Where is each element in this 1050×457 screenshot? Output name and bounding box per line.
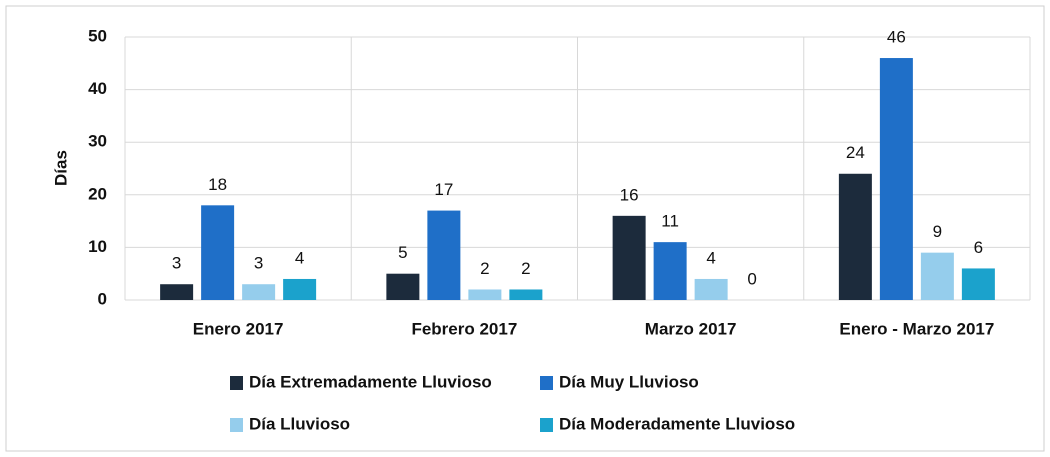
data-label: 3 xyxy=(172,254,181,273)
data-label: 2 xyxy=(521,259,530,278)
y-tick-label: 10 xyxy=(88,237,107,256)
legend-label: Día Extremadamente Lluvioso xyxy=(249,372,492,391)
legend-swatch xyxy=(540,418,553,432)
legend-label: Día Muy Lluvioso xyxy=(559,372,699,391)
y-tick-label: 40 xyxy=(88,79,107,98)
bar xyxy=(201,205,235,300)
bar xyxy=(612,215,646,300)
data-label: 4 xyxy=(295,248,304,267)
legend-swatch xyxy=(230,376,243,390)
data-label: 46 xyxy=(887,28,906,47)
legend-swatch xyxy=(230,418,243,432)
data-label: 17 xyxy=(434,180,453,199)
data-label: 2 xyxy=(480,259,489,278)
y-tick-label: 30 xyxy=(88,132,107,151)
bar xyxy=(694,278,728,300)
legend-swatch xyxy=(540,376,553,390)
bar xyxy=(838,173,872,300)
data-label: 9 xyxy=(933,222,942,241)
bar xyxy=(920,252,954,300)
data-label: 11 xyxy=(661,212,679,231)
y-axis-label: Días xyxy=(51,150,70,186)
bar xyxy=(879,58,913,300)
data-label: 18 xyxy=(208,175,227,194)
y-tick-label: 0 xyxy=(98,289,107,308)
x-tick-label: Enero 2017 xyxy=(193,319,284,338)
data-label: 3 xyxy=(254,254,263,273)
bar xyxy=(427,210,461,300)
bar xyxy=(468,289,502,300)
bar xyxy=(509,289,543,300)
x-tick-label: Enero - Marzo 2017 xyxy=(839,319,994,338)
bar xyxy=(386,273,420,300)
y-tick-label: 20 xyxy=(88,184,107,203)
data-label: 5 xyxy=(398,243,407,262)
x-tick-label: Febrero 2017 xyxy=(411,319,517,338)
bar xyxy=(961,268,995,300)
x-tick-label: Marzo 2017 xyxy=(645,319,737,338)
data-label: 0 xyxy=(747,269,756,288)
bar xyxy=(160,284,194,300)
bar xyxy=(653,242,687,300)
data-label: 16 xyxy=(620,185,639,204)
legend-label: Día Moderadamente Lluvioso xyxy=(559,414,795,433)
data-label: 6 xyxy=(974,238,983,257)
data-label: 4 xyxy=(706,248,715,267)
data-label: 24 xyxy=(846,143,865,162)
y-tick-label: 50 xyxy=(88,26,107,45)
bar xyxy=(283,278,317,300)
bar xyxy=(242,284,276,300)
legend-label: Día Lluvioso xyxy=(249,414,350,433)
